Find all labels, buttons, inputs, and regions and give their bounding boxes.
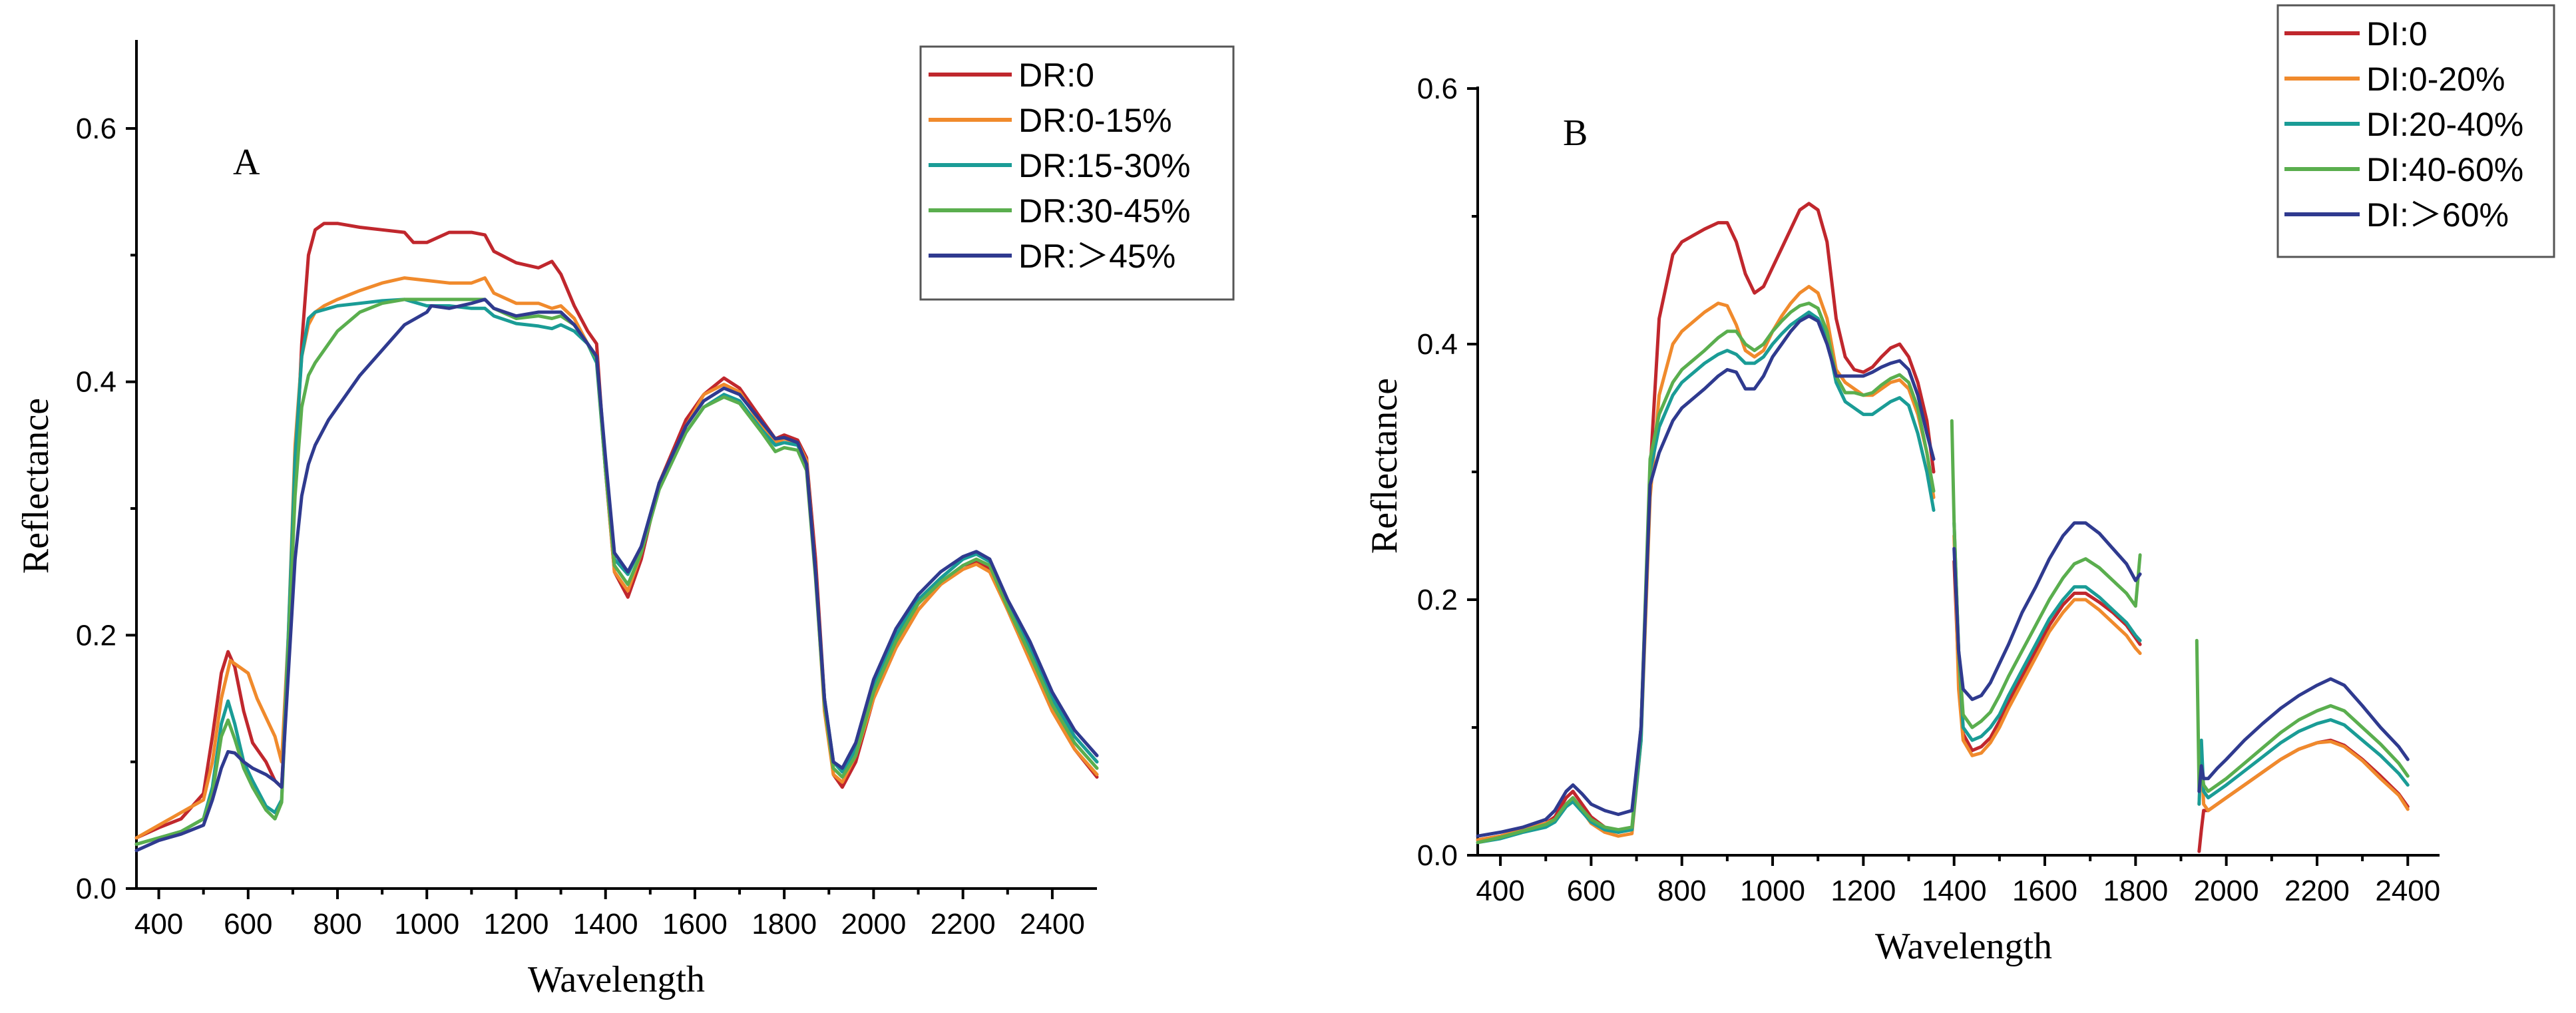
panel-b-x-tick-label-2: 800 <box>1657 875 1706 907</box>
panel-b-series-3-line-seg-1 <box>1950 419 2142 729</box>
panel-a-legend-label-3: DR:30-45% <box>1018 192 1190 230</box>
panel-a-y-tick-label-1: 0.2 <box>76 619 116 652</box>
panel-a-x-tick-label-2: 800 <box>313 908 361 940</box>
panel-b-series-4-line-seg-1 <box>1952 521 2142 702</box>
panel-a-x-ticks: 400 600 800 1000 1200 1400 1600 1800 2000 2200 240… <box>134 889 1085 940</box>
panel-b-series-4-line-seg-2 <box>2197 677 2410 793</box>
panel-b-x-axis-label: Wavelength <box>1875 926 2052 967</box>
panel-a-x-tick-label-0: 400 <box>134 908 183 940</box>
panel-b-x-tick-label-10: 2400 <box>2375 875 2440 907</box>
panel-a-series-4-line <box>134 298 1099 853</box>
panel-a-series-0-line <box>134 222 1099 840</box>
panel-b-legend-label-3: DI:40-60% <box>2366 151 2523 188</box>
panel-a-x-tick-label-10: 2400 <box>1020 908 1085 940</box>
panel-b-series-4-line-seg-0 <box>1476 314 1936 838</box>
panel-a: 400 600 800 1000 1200 1400 1600 1800 2000 2200 240… <box>15 40 1235 1000</box>
panel-a-x-axis-label: Wavelength <box>528 959 705 1000</box>
panel-b-y-tick-label-0: 0.0 <box>1417 839 1458 872</box>
panel-b-series-1-line-seg-2 <box>2197 739 2410 813</box>
panel-a-x-tick-label-5: 1400 <box>573 908 638 940</box>
panel-b-y-tick-label-1: 0.2 <box>1417 584 1458 616</box>
panel-a-legend-label-0: DR:0 <box>1018 57 1094 94</box>
panel-a-x-tick-label-4: 1200 <box>484 908 549 940</box>
panel-b-series-0-line-seg-1 <box>1952 559 2142 753</box>
panel-b-y-tick-label-3: 0.6 <box>1417 73 1458 105</box>
panel-b-x-tick-label-5: 1400 <box>1922 875 1987 907</box>
panel-b-series-1-line-seg-1 <box>1952 534 2142 757</box>
panel-a-legend-label-1: DR:0-15% <box>1018 102 1172 139</box>
panel-a-y-tick-label-2: 0.4 <box>76 366 116 399</box>
panel-b-x-tick-label-3: 1000 <box>1740 875 1805 907</box>
panel-b-series-3-line-seg-0 <box>1476 302 1936 845</box>
panel-a-x-tick-label-3: 1000 <box>394 908 459 940</box>
panel-a-series <box>134 222 1099 853</box>
panel-b-x-tick-label-7: 1800 <box>2103 875 2168 907</box>
panel-b-x-tick-label-4: 1200 <box>1830 875 1896 907</box>
panel-b-y-ticks: 0.0 0.2 0.4 0.6 <box>1417 73 1478 872</box>
panel-b-x-tick-label-0: 400 <box>1476 875 1524 907</box>
panel-b-y-axis-label: Reflectance <box>1364 378 1405 554</box>
panel-a-legend-label-2: DR:15-30% <box>1018 147 1190 184</box>
panel-a-x-tick-label-1: 600 <box>224 908 272 940</box>
panel-b-series-2-line-seg-1 <box>1952 521 2142 742</box>
panel-b-series-3-line-seg-2 <box>2195 638 2410 793</box>
panel-a-y-axis-label: Reflectance <box>15 398 57 574</box>
panel-b-series <box>1476 202 2410 853</box>
panel-b-legend-label-1: DI:0-20% <box>2366 61 2505 98</box>
panel-b-y-tick-label-2: 0.4 <box>1417 328 1458 361</box>
panel-b-legend-label-0: DI:0 <box>2366 15 2428 53</box>
panel-b-series-2-line-seg-0 <box>1476 310 1936 845</box>
panel-a-series-2-line <box>134 298 1099 846</box>
panel-a-legend-label-4: DR:＞45% <box>1018 238 1176 275</box>
panel-b-x-tick-label-1: 600 <box>1567 875 1615 907</box>
panel-b-x-ticks: 400 600 800 1000 1200 1400 1600 1800 2000 2200 240… <box>1476 855 2440 907</box>
panel-b-legend-label-2: DI:20-40% <box>2366 106 2523 143</box>
panel-b: 400 600 800 1000 1200 1400 1600 1800 2000 2200 240… <box>1364 4 2555 967</box>
panel-b-label: B <box>1563 112 1588 154</box>
panel-a-x-tick-label-8: 2000 <box>841 908 906 940</box>
panel-a-x-tick-label-7: 1800 <box>751 908 817 940</box>
panel-a-label: A <box>233 142 260 183</box>
panel-b-series-0-line-seg-0 <box>1476 202 1936 842</box>
panel-a-series-1-line <box>134 276 1099 840</box>
panel-a-y-tick-label-0: 0.0 <box>76 873 116 905</box>
panel-a-x-tick-label-6: 1600 <box>662 908 728 940</box>
panel-b-x-tick-label-9: 2200 <box>2284 875 2350 907</box>
panel-b-legend: DI:0 DI:0-20% DI:20-40% DI:40-60% DI:＞60… <box>2276 4 2555 258</box>
panel-b-series-2-line-seg-2 <box>2197 718 2410 806</box>
panel-a-x-tick-label-9: 2200 <box>931 908 996 940</box>
panel-a-y-tick-label-3: 0.6 <box>76 112 116 145</box>
panel-b-x-tick-label-8: 2000 <box>2194 875 2259 907</box>
panel-b-legend-label-4: DI:＞60% <box>2366 196 2509 234</box>
panel-a-y-ticks: 0.0 0.2 0.4 0.6 <box>76 112 136 905</box>
panel-b-x-tick-label-6: 1600 <box>2012 875 2077 907</box>
panel-a-legend: DR:0 DR:0-15% DR:15-30% DR:30-45% DR:＞45… <box>919 45 1235 301</box>
